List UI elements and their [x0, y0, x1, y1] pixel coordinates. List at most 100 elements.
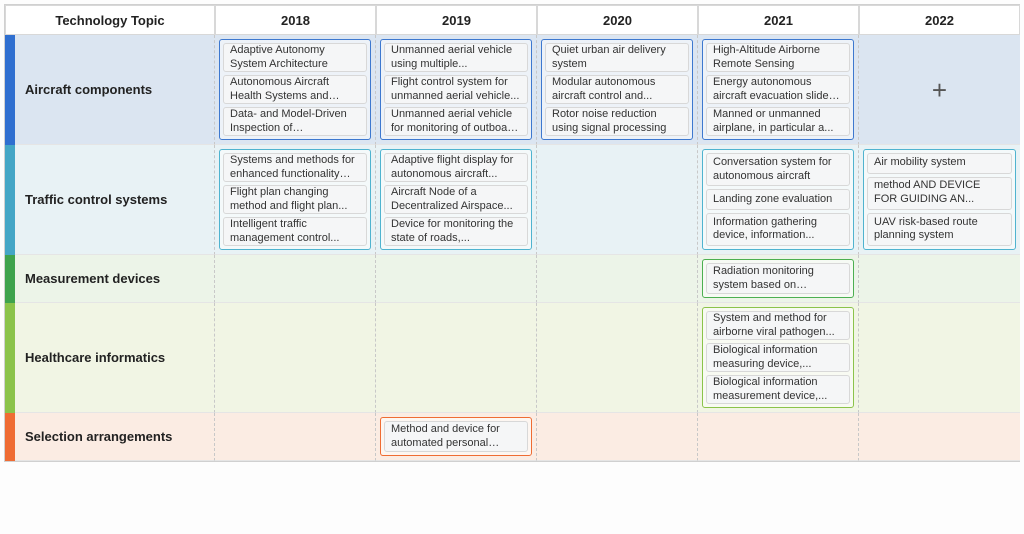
cell-traffic-2021: Conversation system for autonomous aircr…: [698, 145, 859, 255]
entry-label: Device for monitoring the state of roads…: [391, 218, 521, 246]
row-bar-measurement: [5, 255, 15, 303]
cell-measurement-2019: [376, 255, 537, 303]
pill-group: Quiet urban air delivery system Modular a…: [541, 39, 693, 140]
entry-label: Flight control system for unmanned aeria…: [391, 76, 521, 104]
entry-pill[interactable]: Air mobility system: [867, 153, 1012, 174]
cell-aircraft-2018: Adaptive Autonomy System Architecture Aut…: [215, 35, 376, 145]
technology-matrix: Technology Topic20182019202020212022 Airc…: [4, 4, 1020, 462]
entry-label: Systems and methods for enhanced functio…: [230, 154, 360, 182]
cell-healthcare-2018: [215, 303, 376, 413]
entry-label: Method and device for automated personal…: [391, 423, 521, 451]
cell-selection-2018: [215, 413, 376, 461]
entry-pill[interactable]: Modular autonomous aircraft control and.…: [545, 75, 689, 104]
entry-pill[interactable]: Aircraft Node of a Decentralized Airspac…: [384, 185, 528, 214]
topic-header: Technology Topic: [5, 5, 215, 35]
cell-selection-2020: [537, 413, 698, 461]
cell-healthcare-2022: [859, 303, 1020, 413]
entry-label: Modular autonomous aircraft control and.…: [552, 76, 682, 104]
row-label-selection[interactable]: Selection arrangements: [15, 413, 215, 461]
row-bar-selection: [5, 413, 15, 461]
add-button-aircraft-2022[interactable]: +: [932, 77, 947, 103]
entry-pill[interactable]: Conversation system for autonomous aircr…: [706, 153, 850, 186]
entry-label: Biological information measuring device,…: [713, 344, 843, 372]
entry-pill[interactable]: Energy autonomous aircraft evacuation sl…: [706, 75, 850, 104]
row-label-aircraft[interactable]: Aircraft components: [15, 35, 215, 145]
entry-pill[interactable]: Data- and Model-Driven Inspection of Aut…: [223, 107, 367, 136]
cell-healthcare-2021: System and method for airborne viral pat…: [698, 303, 859, 413]
row-bar-healthcare: [5, 303, 15, 413]
cell-traffic-2020: [537, 145, 698, 255]
entry-label: Biological information measurement devic…: [713, 376, 843, 404]
entry-pill[interactable]: Biological information measuring device,…: [706, 343, 850, 372]
entry-label: Adaptive flight display for autonomous a…: [391, 154, 521, 182]
entry-pill[interactable]: System and method for airborne viral pat…: [706, 311, 850, 340]
pill-group: High-Altitude Airborne Remote Sensing Ene…: [702, 39, 854, 140]
year-header-2021[interactable]: 2021: [698, 5, 859, 35]
entry-pill[interactable]: Flight plan changing method and flight p…: [223, 185, 367, 214]
row-label-measurement[interactable]: Measurement devices: [15, 255, 215, 303]
entry-label: Energy autonomous aircraft evacuation sl…: [713, 76, 843, 104]
entry-pill[interactable]: High-Altitude Airborne Remote Sensing: [706, 43, 850, 72]
pill-group: Adaptive Autonomy System Architecture Aut…: [219, 39, 371, 140]
year-header-2020[interactable]: 2020: [537, 5, 698, 35]
cell-traffic-2022: Air mobility system method AND DEVICE FOR…: [859, 145, 1020, 255]
entry-pill[interactable]: Adaptive flight display for autonomous a…: [384, 153, 528, 182]
entry-pill[interactable]: Unmanned aerial vehicle for monitoring o…: [384, 107, 528, 136]
entry-label: Intelligent traffic management control..…: [230, 218, 360, 246]
entry-pill[interactable]: Flight control system for unmanned aeria…: [384, 75, 528, 104]
year-header-2022[interactable]: 2022: [859, 5, 1020, 35]
entry-pill[interactable]: Device for monitoring the state of roads…: [384, 217, 528, 246]
entry-label: Quiet urban air delivery system: [552, 44, 682, 72]
entry-label: System and method for airborne viral pat…: [713, 312, 843, 340]
entry-pill[interactable]: Rotor noise reduction using signal proce…: [545, 107, 689, 136]
entry-pill[interactable]: Radiation monitoring system based on rad…: [706, 263, 850, 294]
pill-group: Air mobility system method AND DEVICE FOR…: [863, 149, 1016, 250]
cell-measurement-2018: [215, 255, 376, 303]
entry-label: Information gathering device, informatio…: [713, 216, 843, 244]
entry-pill[interactable]: Quiet urban air delivery system: [545, 43, 689, 72]
entry-pill[interactable]: Autonomous Aircraft Health Systems and M…: [223, 75, 367, 104]
entry-pill[interactable]: Manned or unmanned airplane, in particul…: [706, 107, 850, 136]
year-header-2018[interactable]: 2018: [215, 5, 376, 35]
cell-traffic-2019: Adaptive flight display for autonomous a…: [376, 145, 537, 255]
entry-pill[interactable]: method AND DEVICE FOR GUIDING AN...: [867, 177, 1012, 210]
entry-label: method AND DEVICE FOR GUIDING AN...: [874, 179, 1005, 207]
row-bar-traffic: [5, 145, 15, 255]
entry-pill[interactable]: Landing zone evaluation: [706, 189, 850, 210]
pill-group: System and method for airborne viral pat…: [702, 307, 854, 408]
entry-pill[interactable]: Information gathering device, informatio…: [706, 213, 850, 246]
year-header-2019[interactable]: 2019: [376, 5, 537, 35]
entry-pill[interactable]: Biological information measurement devic…: [706, 375, 850, 404]
pill-group: Method and device for automated personal…: [380, 417, 532, 456]
entry-pill[interactable]: Systems and methods for enhanced functio…: [223, 153, 367, 182]
entry-pill[interactable]: Method and device for automated personal…: [384, 421, 528, 452]
entry-pill[interactable]: UAV risk-based route planning system: [867, 213, 1012, 246]
entry-label: Conversation system for autonomous aircr…: [713, 156, 843, 184]
entry-pill[interactable]: Unmanned aerial vehicle using multiple..…: [384, 43, 528, 72]
row-label-traffic[interactable]: Traffic control systems: [15, 145, 215, 255]
cell-selection-2022: [859, 413, 1020, 461]
entry-label: Radiation monitoring system based on rad…: [713, 265, 843, 293]
pill-group: Unmanned aerial vehicle using multiple..…: [380, 39, 532, 140]
cell-healthcare-2019: [376, 303, 537, 413]
cell-traffic-2018: Systems and methods for enhanced functio…: [215, 145, 376, 255]
cell-measurement-2022: [859, 255, 1020, 303]
entry-label: UAV risk-based route planning system: [874, 216, 1005, 244]
pill-group: Adaptive flight display for autonomous a…: [380, 149, 532, 250]
entry-label: Rotor noise reduction using signal proce…: [552, 108, 682, 136]
pill-group: Radiation monitoring system based on rad…: [702, 259, 854, 298]
pill-group: Conversation system for autonomous aircr…: [702, 149, 854, 250]
entry-pill[interactable]: Adaptive Autonomy System Architecture: [223, 43, 367, 72]
entry-pill[interactable]: Intelligent traffic management control..…: [223, 217, 367, 246]
row-label-healthcare[interactable]: Healthcare informatics: [15, 303, 215, 413]
row-bar-aircraft: [5, 35, 15, 145]
entry-label: Adaptive Autonomy System Architecture: [230, 44, 360, 72]
cell-aircraft-2020: Quiet urban air delivery system Modular a…: [537, 35, 698, 145]
entry-label: Flight plan changing method and flight p…: [230, 186, 360, 214]
entry-label: Data- and Model-Driven Inspection of Aut…: [230, 108, 360, 136]
entry-label: Autonomous Aircraft Health Systems and M…: [230, 76, 360, 104]
entry-label: Landing zone evaluation: [713, 193, 832, 207]
entry-label: Unmanned aerial vehicle for monitoring o…: [391, 108, 521, 136]
entry-label: High-Altitude Airborne Remote Sensing: [713, 44, 843, 72]
cell-aircraft-2022: +: [859, 35, 1020, 145]
